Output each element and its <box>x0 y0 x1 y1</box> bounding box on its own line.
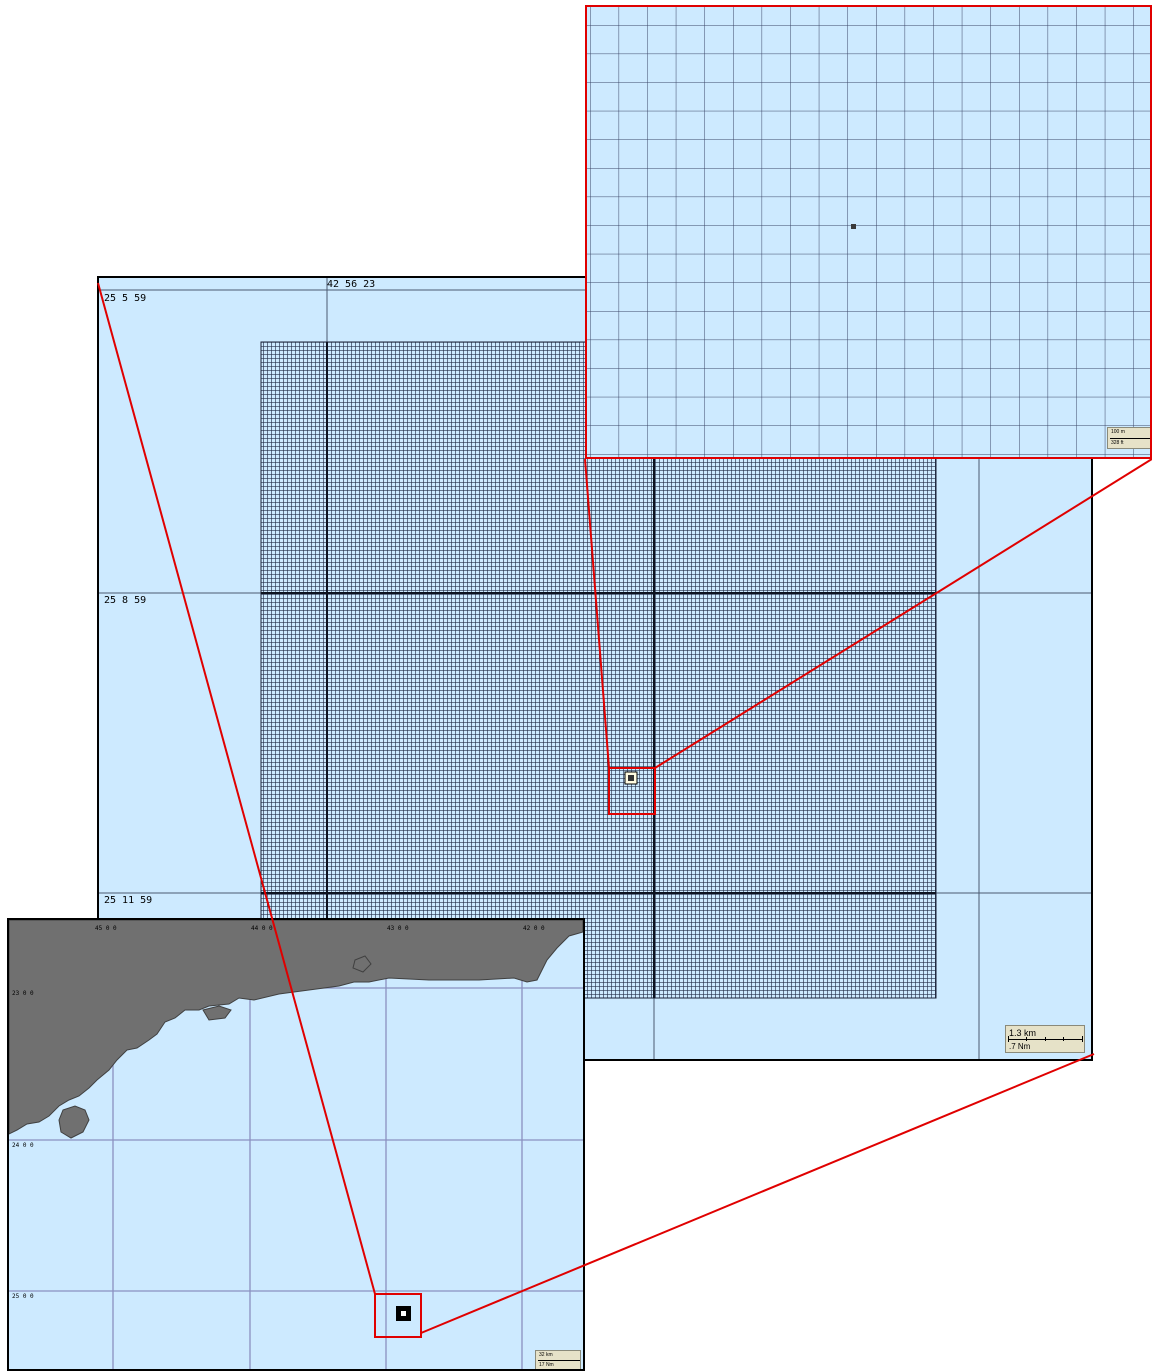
zoom-platform-marker-icon <box>851 224 856 229</box>
overview-scale-nm-label: 17 Nm <box>539 1362 554 1368</box>
lat-label-mid: 25 8 59 <box>104 595 147 606</box>
island-large <box>58 1105 90 1139</box>
overview-lat-label-3: 25 0 0 <box>12 1293 34 1300</box>
scale-m-label: 100 m <box>1111 429 1125 435</box>
overview-scale-km-label: 32 km <box>539 1352 553 1358</box>
overview-lon-label-3: 43 0 0 <box>387 925 409 932</box>
zoom-chart-panel[interactable]: 100 m 328 ft <box>585 5 1152 459</box>
lat-label-top: 25 5 59 <box>104 293 147 304</box>
overview-chart-canvas <box>9 920 583 1369</box>
zoom-scale-bar: 100 m 328 ft <box>1107 427 1150 449</box>
lat-label-bottom: 25 11 59 <box>104 895 153 906</box>
main-scale-bar: 1.3 km .7 Nm <box>1005 1025 1085 1053</box>
lon-label-center: 42 56 23 <box>327 279 376 290</box>
scale-ft-label: 328 ft <box>1111 440 1124 446</box>
zoom-chart-canvas <box>587 7 1150 457</box>
overview-lon-label-2: 44 0 0 <box>251 925 273 932</box>
overview-lon-label-1: 45 0 0 <box>95 925 117 932</box>
overview-lat-label-1: 23 0 0 <box>12 990 34 997</box>
overview-lon-label-4: 42 0 0 <box>523 925 545 932</box>
coastline-land <box>9 920 583 1135</box>
scale-km-label: 1.3 km <box>1009 1028 1037 1038</box>
overview-scale-bar: 32 km 17 Nm <box>535 1350 581 1369</box>
overview-lat-label-2: 24 0 0 <box>12 1142 34 1149</box>
overview-chart-panel[interactable]: 45 0 0 44 0 0 43 0 0 42 0 0 23 0 0 24 0 … <box>7 918 585 1371</box>
island-small <box>202 1005 232 1021</box>
scale-nm-label: .7 Nm <box>1009 1042 1031 1051</box>
platform-marker-icon <box>624 771 638 785</box>
